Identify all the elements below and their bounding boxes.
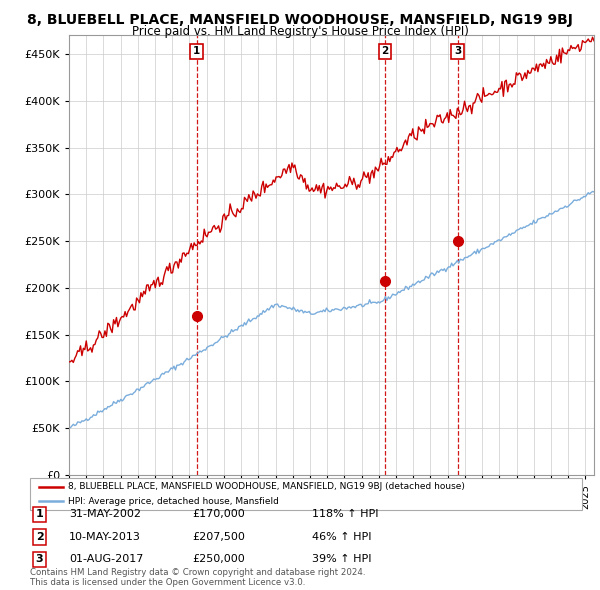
Text: 10-MAY-2013: 10-MAY-2013 (69, 532, 141, 542)
Text: £250,000: £250,000 (192, 555, 245, 564)
Text: 8, BLUEBELL PLACE, MANSFIELD WOODHOUSE, MANSFIELD, NG19 9BJ: 8, BLUEBELL PLACE, MANSFIELD WOODHOUSE, … (27, 13, 573, 27)
Text: 1: 1 (193, 47, 200, 57)
Text: 118% ↑ HPI: 118% ↑ HPI (312, 510, 379, 519)
Text: 1: 1 (36, 510, 43, 519)
Text: 2: 2 (36, 532, 43, 542)
Text: Contains HM Land Registry data © Crown copyright and database right 2024.
This d: Contains HM Land Registry data © Crown c… (30, 568, 365, 587)
Text: 2: 2 (382, 47, 389, 57)
Text: HPI: Average price, detached house, Mansfield: HPI: Average price, detached house, Mans… (68, 497, 278, 506)
Text: 39% ↑ HPI: 39% ↑ HPI (312, 555, 371, 564)
Text: £207,500: £207,500 (192, 532, 245, 542)
Text: 31-MAY-2002: 31-MAY-2002 (69, 510, 141, 519)
Text: £170,000: £170,000 (192, 510, 245, 519)
Text: 8, BLUEBELL PLACE, MANSFIELD WOODHOUSE, MANSFIELD, NG19 9BJ (detached house): 8, BLUEBELL PLACE, MANSFIELD WOODHOUSE, … (68, 483, 464, 491)
Text: 46% ↑ HPI: 46% ↑ HPI (312, 532, 371, 542)
Text: 3: 3 (454, 47, 461, 57)
Text: 3: 3 (36, 555, 43, 564)
Text: Price paid vs. HM Land Registry's House Price Index (HPI): Price paid vs. HM Land Registry's House … (131, 25, 469, 38)
Text: 01-AUG-2017: 01-AUG-2017 (69, 555, 143, 564)
